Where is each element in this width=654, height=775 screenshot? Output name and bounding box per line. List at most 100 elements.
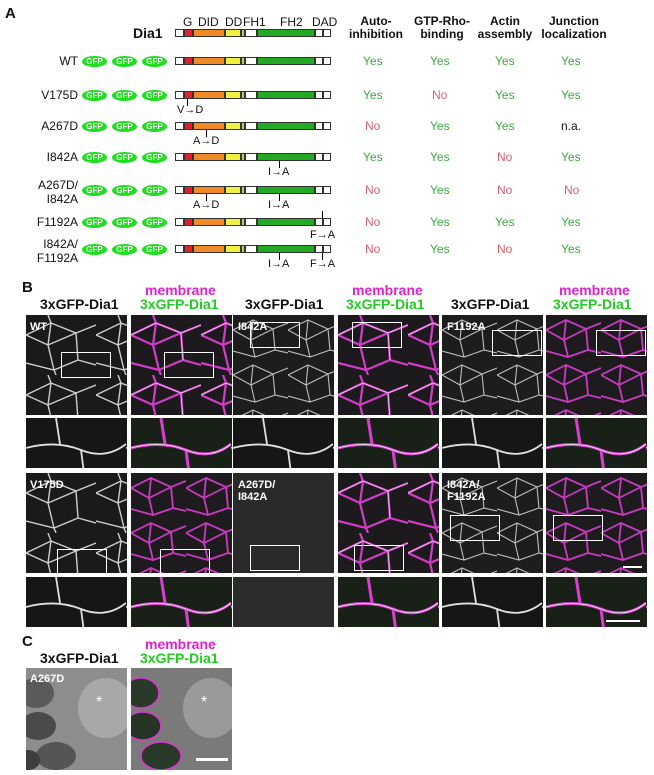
label-f1192a: F1192A xyxy=(447,321,486,333)
scale-bar-c xyxy=(196,758,228,761)
domain-label-fh1: FH1 xyxy=(243,15,266,29)
inset-box-v175d-gfp xyxy=(57,549,107,575)
f1192a-actin: Yes xyxy=(495,215,515,229)
micrograph-i842a-gfp xyxy=(233,315,334,415)
micrograph-a267d-merge xyxy=(131,668,232,770)
row-label-v175d: V175D xyxy=(41,88,78,102)
micrograph-a267d-i842a-gfp xyxy=(233,473,334,573)
caption-merge-3: 3xGFP-Dia1 xyxy=(553,296,632,312)
micrograph-i842a-merge xyxy=(338,315,439,415)
wt-junction: Yes xyxy=(561,54,581,68)
inset-box-wt-gfp xyxy=(61,352,111,378)
v175d-autoinhibition: Yes xyxy=(363,88,383,102)
panel-a-letter: A xyxy=(5,5,16,22)
wt-autoinhibition: Yes xyxy=(363,54,383,68)
v175d-junction: Yes xyxy=(561,88,581,102)
a267d-i842a-gtp: Yes xyxy=(430,183,450,197)
a267d-i842a-autoinhibition: No xyxy=(365,183,381,197)
inset-box-a267d-i842a-merge xyxy=(354,545,404,571)
header-autoinhibition: Auto-inhibition xyxy=(349,14,403,41)
caption-merge-2: 3xGFP-Dia1 xyxy=(346,296,425,312)
row-label-i842a: I842A xyxy=(46,150,78,164)
v175d-actin: Yes xyxy=(495,88,515,102)
zoom-i842a-gfp xyxy=(233,418,334,468)
header-junction-localization: Junction localization xyxy=(541,14,607,41)
inset-box-f1192a-merge xyxy=(596,330,646,356)
a267d-junction: n.a. xyxy=(561,119,582,133)
header-actin-assembly: Actin assembly xyxy=(477,14,533,41)
c-caption-gfp: 3xGFP-Dia1 xyxy=(40,650,119,666)
domain-label-dad: DAD xyxy=(312,15,338,29)
label-v175d: V175D xyxy=(30,479,64,491)
i842a-f1192a-autoinhibition: No xyxy=(365,242,381,256)
a267d-i842a-junction: No xyxy=(564,183,580,197)
protein-name: Dia1 xyxy=(133,25,163,41)
label-i842a-f1192a: I842A/F1192A xyxy=(447,479,486,503)
mut-label-v175d: V→D xyxy=(177,104,204,116)
asterisk-merge: * xyxy=(201,694,208,711)
c-caption-membrane: membrane xyxy=(145,636,216,652)
caption-merge-1: 3xGFP-Dia1 xyxy=(140,296,219,312)
domain-label-g: G xyxy=(183,15,193,29)
f1192a-gtp: Yes xyxy=(430,215,450,229)
domain-label-dd: DD xyxy=(225,15,243,29)
c-caption-merge: 3xGFP-Dia1 xyxy=(140,650,219,666)
asterisk-gfp: * xyxy=(96,694,103,711)
row-label-f1192a: F1192A xyxy=(36,215,78,229)
i842a-f1192a-junction: Yes xyxy=(561,242,581,256)
mut-label-a267d: A→D xyxy=(193,135,220,147)
inset-box-f1192a-gfp xyxy=(492,330,542,356)
micrograph-i842a-f1192a-merge xyxy=(546,473,647,573)
row-label-wt: WT xyxy=(59,54,78,68)
zoom-i842a-f1192a-merge xyxy=(546,577,647,627)
panel-c-letter: C xyxy=(22,633,33,650)
caption-membrane-2: membrane xyxy=(352,282,423,298)
zoom-a267d-i842a-gfp xyxy=(233,577,334,627)
scale-bar-b-top xyxy=(623,566,642,568)
mut-label-a267d-i842a-1: A→D xyxy=(193,199,220,211)
panel-b-letter: B xyxy=(22,279,33,296)
inset-box-a267d-i842a-gfp xyxy=(250,545,300,571)
mut-label-i842a: I→A xyxy=(268,166,290,178)
micrograph-wt-merge xyxy=(131,315,232,415)
row-label-a267d-i842a: A267D/I842A xyxy=(37,178,78,206)
domain-label-fh2: FH2 xyxy=(280,15,303,29)
i842a-f1192a-gtp: Yes xyxy=(430,242,450,256)
micrograph-v175d-gfp xyxy=(26,473,127,573)
a267d-autoinhibition: No xyxy=(365,119,381,133)
a267d-i842a-actin: No xyxy=(497,183,513,197)
micrograph-v175d-merge xyxy=(131,473,232,573)
mut-label-i842a-f1192a-2: F→A xyxy=(310,258,336,270)
zoom-i842a-f1192a-gfp xyxy=(442,577,543,627)
caption-gfp-1: 3xGFP-Dia1 xyxy=(40,296,119,312)
zoom-a267d-i842a-merge xyxy=(338,577,439,627)
inset-box-v175d-merge xyxy=(160,549,210,575)
label-wt: WT xyxy=(30,321,48,333)
wt-actin: Yes xyxy=(495,54,515,68)
zoom-wt-gfp xyxy=(26,418,127,468)
caption-membrane-1: membrane xyxy=(145,282,216,298)
i842a-f1192a-actin: No xyxy=(497,242,513,256)
scale-bar-b-zoom xyxy=(606,620,640,622)
inset-box-i842a-f1192a-merge xyxy=(553,515,603,541)
label-i842a: I842A xyxy=(238,321,268,333)
inset-box-i842a-f1192a-gfp xyxy=(450,515,500,541)
caption-membrane-3: membrane xyxy=(559,282,630,298)
mut-label-i842a-f1192a-1: I→A xyxy=(268,258,290,270)
i842a-actin: No xyxy=(497,150,513,164)
a267d-gtp: Yes xyxy=(430,119,450,133)
zoom-wt-merge xyxy=(131,418,232,468)
i842a-gtp: Yes xyxy=(430,150,450,164)
a267d-actin: Yes xyxy=(495,119,515,133)
label-a267d-i842a: A267D/I842A xyxy=(238,479,276,503)
micrograph-i842a-f1192a-gfp xyxy=(442,473,543,573)
header-gtp-rho-binding: GTP-Rho-binding xyxy=(414,14,470,41)
i842a-junction: Yes xyxy=(561,150,581,164)
i842a-autoinhibition: Yes xyxy=(363,150,383,164)
label-a267d: A267D xyxy=(30,673,65,685)
domain-label-did: DID xyxy=(198,15,219,29)
micrograph-a267d-gfp xyxy=(26,668,127,770)
row-label-a267d: A267D xyxy=(41,119,78,133)
inset-box-i842a-gfp xyxy=(250,322,300,348)
caption-gfp-2: 3xGFP-Dia1 xyxy=(245,296,324,312)
